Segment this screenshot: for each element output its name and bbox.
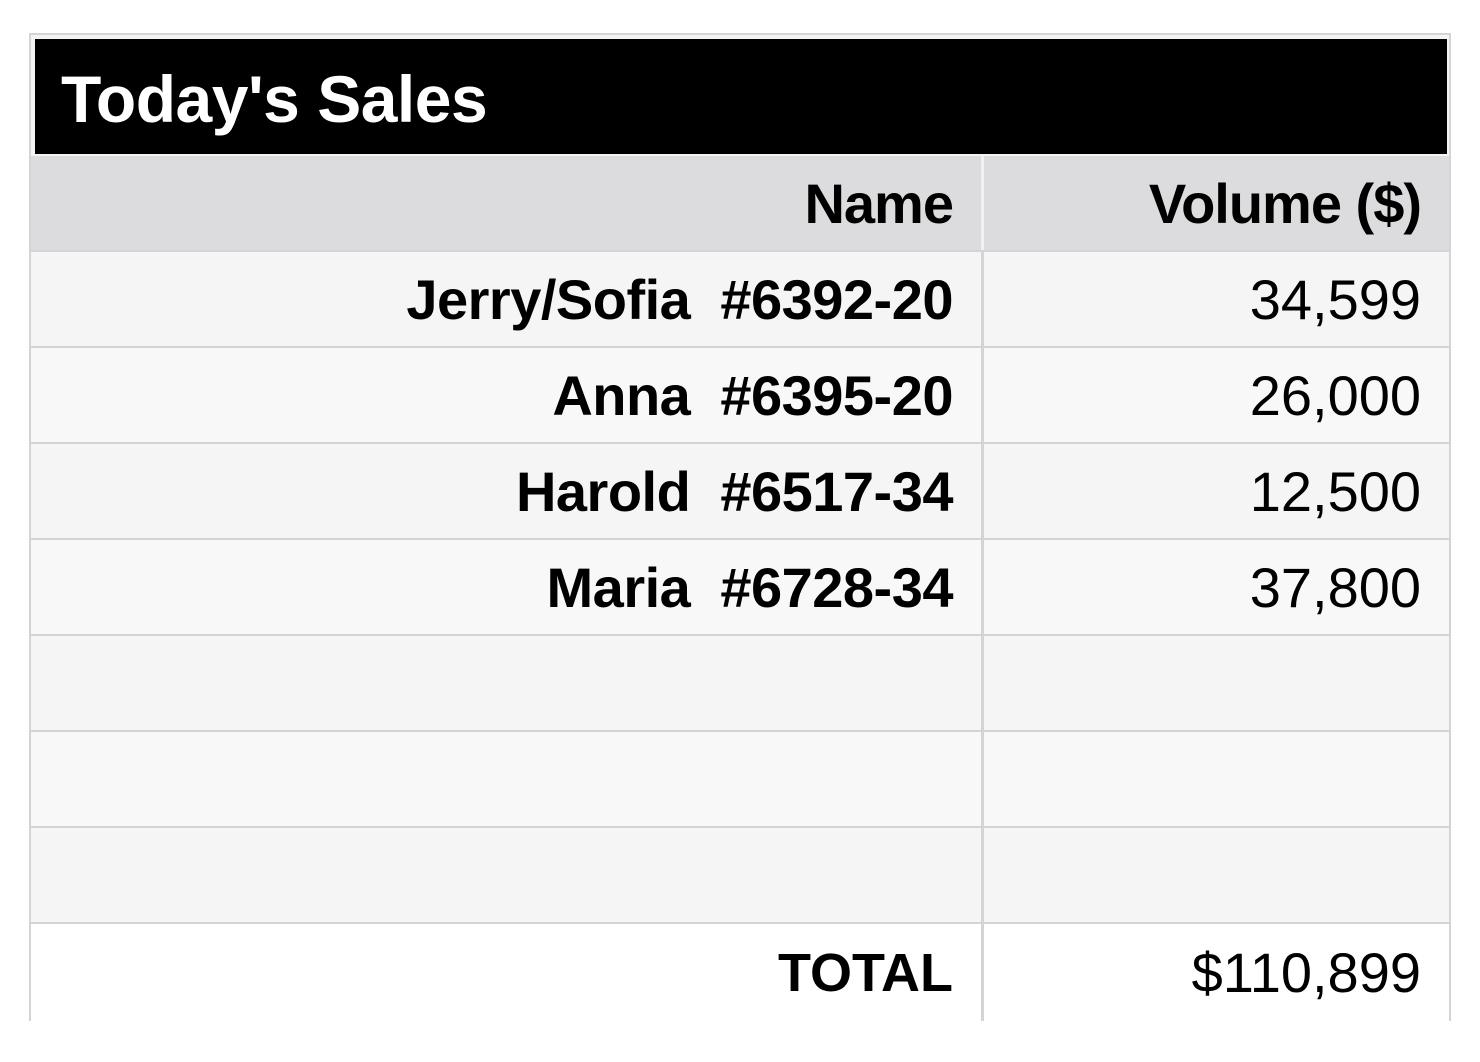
- name-cell[interactable]: Maria #6728-34: [31, 540, 984, 634]
- volume-cell[interactable]: 34,599: [984, 252, 1449, 346]
- table-row-empty: [31, 634, 1449, 730]
- volume-value: 26,000: [1249, 363, 1421, 427]
- name-cell[interactable]: [31, 636, 984, 730]
- total-label: TOTAL: [778, 942, 953, 1003]
- volume-cell[interactable]: [984, 636, 1449, 730]
- salesperson-id: #6392-20: [720, 267, 953, 331]
- header-name-cell: Name: [31, 156, 984, 250]
- total-row: TOTAL $110,899: [31, 922, 1449, 1021]
- table-row-empty: [31, 826, 1449, 922]
- table-row: Maria #6728-34 37,800: [31, 538, 1449, 634]
- volume-column-header: Volume ($): [1148, 171, 1422, 235]
- volume-cell[interactable]: 12,500: [984, 444, 1449, 538]
- salesperson-name: Maria: [546, 555, 691, 619]
- salesperson-id: #6728-34: [720, 555, 953, 619]
- name-cell[interactable]: Jerry/Sofia #6392-20: [31, 252, 984, 346]
- salesperson-id: #6517-34: [720, 459, 953, 523]
- total-value-cell[interactable]: $110,899: [984, 924, 1449, 1021]
- name-cell[interactable]: Anna #6395-20: [31, 348, 984, 442]
- volume-cell[interactable]: [984, 732, 1449, 826]
- header-row: Name Volume ($): [31, 156, 1449, 250]
- total-value: $110,899: [1191, 941, 1421, 1004]
- salesperson-name: Harold: [515, 459, 691, 523]
- volume-cell[interactable]: 37,800: [984, 540, 1449, 634]
- salesperson-name: Jerry/Sofia: [406, 267, 691, 331]
- sales-sheet: Today's Sales Name Volume ($) Jerry/Sofi…: [29, 33, 1451, 1021]
- name-cell[interactable]: [31, 732, 984, 826]
- volume-cell[interactable]: [984, 828, 1449, 922]
- salesperson-name: Anna: [552, 363, 691, 427]
- volume-cell[interactable]: 26,000: [984, 348, 1449, 442]
- volume-value: 34,599: [1249, 267, 1421, 331]
- name-column-header: Name: [804, 171, 954, 235]
- table-row-empty: [31, 730, 1449, 826]
- table-row: Jerry/Sofia #6392-20 34,599: [31, 250, 1449, 346]
- name-cell[interactable]: Harold #6517-34: [31, 444, 984, 538]
- salesperson-id: #6395-20: [720, 363, 953, 427]
- sales-table: Name Volume ($) Jerry/Sofia #6392-20 34,5…: [31, 156, 1449, 1021]
- table-row: Anna #6395-20 26,000: [31, 346, 1449, 442]
- sheet-title: Today's Sales: [61, 62, 488, 136]
- volume-value: 37,800: [1249, 555, 1421, 619]
- header-volume-cell: Volume ($): [984, 156, 1449, 250]
- table-row: Harold #6517-34 12,500: [31, 442, 1449, 538]
- title-bar: Today's Sales: [35, 39, 1447, 154]
- total-label-cell: TOTAL: [31, 924, 984, 1021]
- name-cell[interactable]: [31, 828, 984, 922]
- volume-value: 12,500: [1249, 459, 1421, 523]
